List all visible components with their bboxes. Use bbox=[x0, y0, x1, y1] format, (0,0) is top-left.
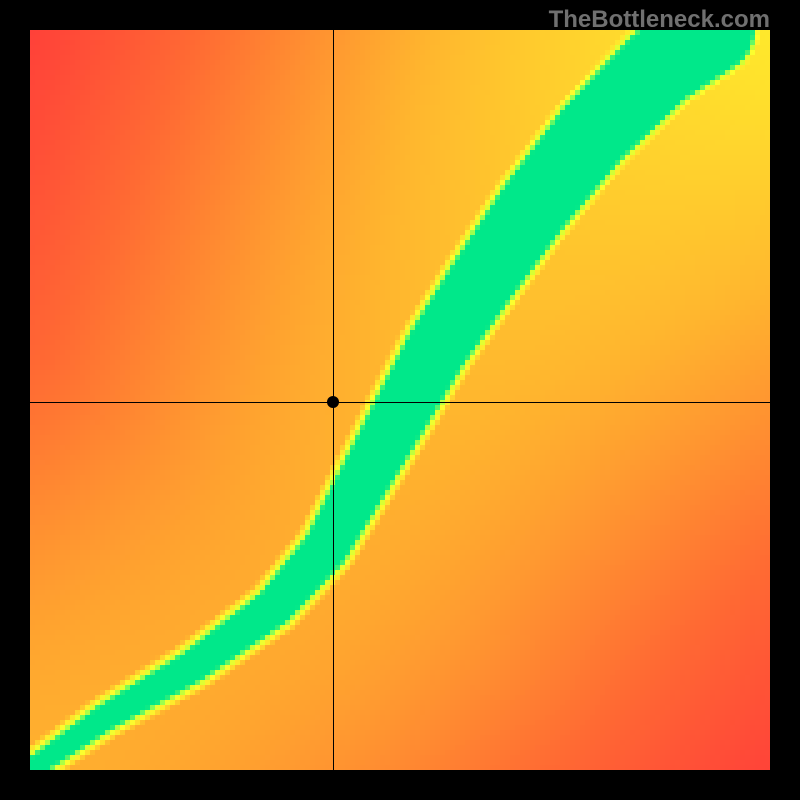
heatmap-plot bbox=[30, 30, 770, 770]
watermark-text: TheBottleneck.com bbox=[549, 6, 770, 34]
data-point-marker bbox=[327, 396, 339, 408]
heatmap-canvas bbox=[30, 30, 770, 770]
chart-container: TheBottleneck.com bbox=[0, 0, 800, 800]
crosshair-horizontal bbox=[30, 402, 770, 403]
